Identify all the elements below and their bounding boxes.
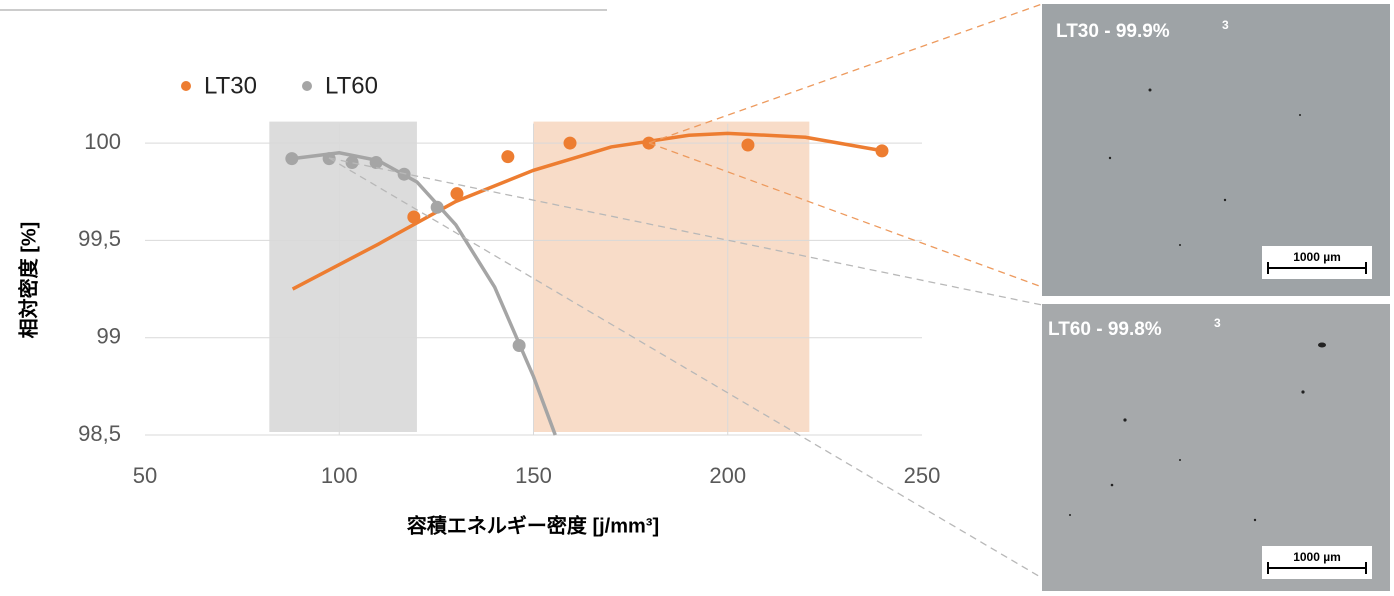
legend-label: LT60 xyxy=(325,72,378,99)
point xyxy=(397,167,411,181)
point xyxy=(285,152,299,166)
x-tick-label: 250 xyxy=(904,463,941,488)
point xyxy=(875,144,889,158)
legend-marker xyxy=(181,81,191,91)
y-tick-label: 98,5 xyxy=(78,421,121,446)
micrograph-lt60 xyxy=(1042,304,1390,591)
micrograph-superscript: 3 xyxy=(1214,316,1221,330)
x-tick-label: 100 xyxy=(321,463,358,488)
y-axis-title: 相対密度 [%] xyxy=(16,222,40,339)
point xyxy=(369,156,383,170)
connectors xyxy=(328,3,1043,579)
point xyxy=(501,150,515,164)
y-tick-label: 99,5 xyxy=(78,226,121,251)
point xyxy=(563,136,577,150)
scale-bar-box xyxy=(1262,546,1372,579)
legend-label: LT30 xyxy=(204,72,257,99)
point xyxy=(741,138,755,152)
x-tick-label: 200 xyxy=(709,463,746,488)
x-axis-title: 容積エネルギー密度 [j/mm³] xyxy=(407,513,659,537)
point xyxy=(430,200,444,214)
y-tick-label: 100 xyxy=(84,129,121,154)
micrograph-superscript: 3 xyxy=(1222,18,1229,32)
highlight-range xyxy=(533,121,810,432)
point xyxy=(450,187,464,201)
point xyxy=(407,210,421,224)
trendline xyxy=(291,131,884,291)
x-tick-label: 150 xyxy=(515,463,552,488)
scale-bar-label: 1000 µm xyxy=(1293,250,1341,264)
micrograph-label: LT60 - 99.8% xyxy=(1048,319,1162,340)
point xyxy=(345,156,359,170)
micrograph-label: LT30 - 99.9% xyxy=(1056,21,1170,42)
scale-bar-label: 1000 µm xyxy=(1293,550,1341,564)
legend-marker xyxy=(302,81,312,91)
x-tick-label: 50 xyxy=(133,463,157,488)
scale-bar-box xyxy=(1262,246,1372,279)
y-tick-label: 99 xyxy=(97,324,121,349)
point xyxy=(642,136,656,150)
point xyxy=(512,338,526,352)
highlight-range xyxy=(269,121,417,432)
scale-bars xyxy=(1267,262,1367,574)
pores xyxy=(1069,88,1326,522)
